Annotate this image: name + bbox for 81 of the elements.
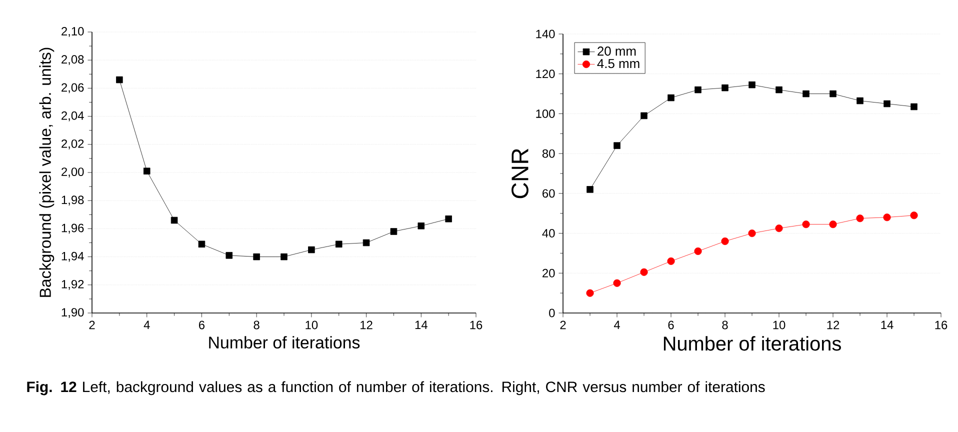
point [910, 212, 918, 220]
y-tick-label: 120 [536, 70, 555, 78]
point [280, 253, 288, 260]
x-tick-label: 14 [881, 320, 894, 329]
y-tick-label: 2,04 [62, 111, 84, 122]
text: Fig. 12 Left, background values as a function of number of iterations. Right, CNR versus number of iterations [27, 381, 765, 396]
point [748, 230, 756, 238]
x-tick-label: 6 [668, 320, 674, 330]
x-tick-label: 12 [827, 320, 840, 330]
point [910, 103, 918, 110]
point [226, 252, 233, 259]
x-tick-label: 4 [614, 320, 620, 329]
point [830, 90, 836, 98]
point [721, 237, 729, 246]
point [362, 239, 370, 246]
point [776, 86, 782, 94]
point [722, 84, 728, 92]
y-tick-label: 80 [542, 149, 555, 158]
y-tick-label: 2,02 [62, 139, 84, 150]
y-tick-label: 1,92 [62, 280, 84, 290]
point [308, 246, 315, 254]
y-tick-label: 2,06 [62, 83, 84, 94]
y-tick-label: 0 [549, 308, 555, 318]
point [802, 220, 810, 228]
y-tick-label: 20 [542, 268, 555, 278]
y-tick-label: 1,98 [62, 196, 84, 206]
point [170, 216, 178, 224]
x-tick-label: 8 [254, 320, 260, 330]
point [390, 228, 398, 235]
point [335, 240, 342, 248]
y-tick-label: 1,90 [62, 308, 84, 318]
point [253, 253, 260, 260]
point [640, 268, 648, 276]
y-tick-label: 40 [542, 229, 555, 238]
x-tick-label: 10 [773, 320, 786, 330]
x-tick-label: 2 [89, 320, 95, 330]
x-tick-label: 8 [722, 320, 728, 330]
x-tick-label: 16 [935, 320, 948, 330]
y-tick-label: 2,00 [62, 168, 84, 178]
x-tick-label: 6 [199, 320, 205, 330]
point [694, 86, 702, 94]
x-tick-label: 12 [360, 320, 372, 330]
y-tick-label: 1,96 [62, 224, 84, 234]
point [668, 94, 674, 102]
point [613, 279, 621, 287]
legend-label: 20 mm [598, 46, 636, 56]
x-tick-label: 2 [560, 320, 566, 330]
y-tick-label: 60 [542, 189, 555, 198]
x-tick-label: 4 [144, 320, 150, 329]
x-tick-label: 10 [306, 320, 318, 330]
y-tick-label: 2,10 [62, 27, 84, 37]
point [748, 81, 756, 88]
y-tick-label: 100 [536, 109, 555, 118]
point [667, 257, 675, 265]
point [829, 220, 837, 228]
point [418, 222, 425, 230]
x-tick-label: 14 [415, 320, 428, 329]
point [694, 247, 702, 256]
y-tick-label: 2,08 [62, 55, 84, 66]
point [883, 214, 891, 222]
x-tick-label: 16 [470, 320, 482, 330]
y-axis-title: Background (pixel value, arb. units) [39, 48, 54, 297]
y-tick-label: 1,94 [62, 252, 84, 262]
point [143, 168, 150, 174]
point [884, 100, 890, 108]
point [802, 90, 810, 98]
point [586, 289, 594, 297]
point [614, 142, 620, 149]
y-tick-label: 140 [536, 30, 555, 38]
y-axis-title: CNR [512, 148, 528, 198]
point [775, 224, 783, 232]
x-axis-title: Number of iterations [664, 336, 841, 351]
point [640, 112, 648, 120]
legend-label: 4.5 mm [597, 59, 640, 68]
point [198, 240, 206, 248]
x-axis-title: Number of iterations [209, 336, 360, 349]
point [856, 214, 864, 222]
point [856, 97, 864, 104]
point [586, 186, 594, 193]
point [116, 76, 123, 84]
point [445, 215, 452, 222]
